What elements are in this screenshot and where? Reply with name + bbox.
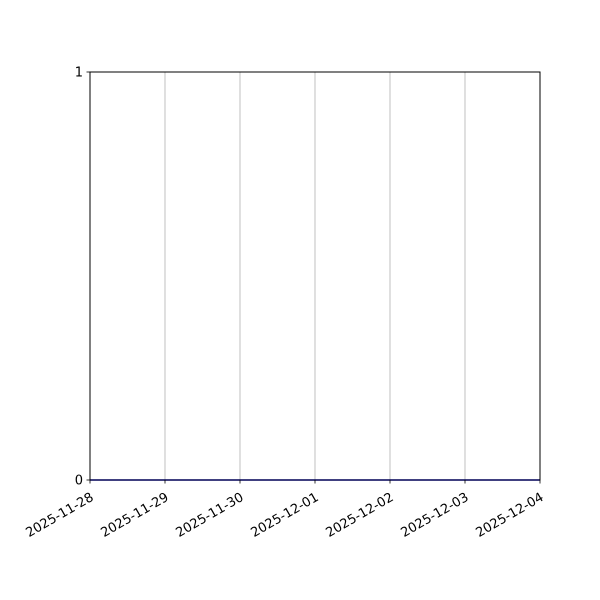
x-tick-label: 2025-12-02 — [323, 490, 396, 541]
y-axis: 01 — [75, 66, 90, 489]
y-tick-label: 0 — [75, 474, 83, 489]
x-tick-label: 2025-12-03 — [398, 490, 471, 541]
x-tick-label: 2025-11-28 — [23, 490, 96, 541]
y-tick-label: 1 — [75, 66, 83, 81]
x-tick-label: 2025-12-01 — [248, 490, 321, 541]
x-tick-label: 2025-11-29 — [98, 490, 171, 541]
x-tick-label: 2025-12-04 — [473, 490, 546, 541]
x-tick-label: 2025-11-30 — [173, 490, 246, 541]
x-axis: 2025-11-28 2025-11-29 2025-11-30 2025-12-01… — [23, 480, 546, 541]
